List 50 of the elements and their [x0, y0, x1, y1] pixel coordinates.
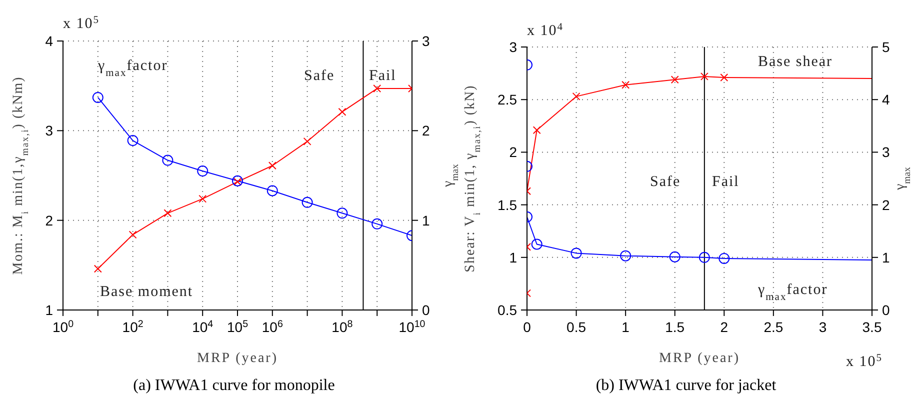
text: x 10$^{4}$	[527, 22, 564, 39]
x-tick-label: 2	[720, 319, 728, 335]
y-tick-label: 3	[45, 122, 54, 139]
y-tick-label: 1.5	[498, 196, 518, 213]
y2-tick-label: 0	[422, 302, 430, 318]
y2-tick-label: 1	[882, 249, 890, 266]
y2-tick-label: 2	[882, 196, 890, 213]
y2-tick-label: 4	[882, 92, 890, 108]
y-tick-label: 4	[45, 33, 54, 49]
y2-tick-label: 5	[882, 39, 890, 55]
x-tick-label: 10$^{6}$	[262, 318, 284, 335]
annotation: Fail	[369, 68, 396, 84]
annotation: γ$_{max}$factor	[757, 282, 828, 302]
annotation: Safe	[304, 68, 335, 84]
y-tick-label: 2.5	[498, 92, 518, 108]
x-tick-label: 10$^{2}$	[122, 318, 144, 335]
y-tick-label: 1	[509, 249, 518, 266]
y-tick-label: 3	[509, 39, 518, 55]
text: x 10$^{5}$	[63, 14, 100, 32]
x-tick-label: 10$^{4}$	[192, 318, 214, 335]
annotation: γ$_{max}$factor	[97, 58, 168, 78]
x-tick-label: 10$^{8}$	[332, 318, 354, 335]
x-tick-label: 10$^{0}$	[52, 318, 74, 335]
text: x 10$^{5}$	[846, 352, 882, 370]
x-tick-label: 1.5	[665, 319, 685, 335]
y2-tick-label: 1	[422, 212, 430, 228]
x-axis-title: MRP (year)	[659, 351, 740, 366]
text: (b) IWWA1 curve for jacket	[594, 377, 778, 395]
y-tick-label: 0.5	[498, 302, 518, 318]
x-tick-label: 10$^{5}$	[226, 318, 249, 335]
x-tick-label: 0	[523, 319, 532, 335]
annotation: Base moment	[100, 284, 194, 300]
x-tick-label: 2.5	[764, 319, 784, 335]
text: (a) IWWA1 curve for monopile	[132, 377, 336, 395]
annotation: Safe	[650, 174, 681, 190]
x-tick-label: 3.5	[862, 319, 882, 335]
annotation: Fail	[712, 174, 740, 190]
x-axis-title: MRP (year)	[197, 351, 278, 366]
annotation: Base shear	[758, 54, 833, 70]
y2-tick-label: 3	[422, 33, 430, 49]
x-tick-label: 1	[622, 319, 630, 335]
y-tick-label: 1	[45, 302, 54, 318]
x-tick-label: 0.5	[566, 319, 586, 335]
x-tick-label: 10$^{10}$	[398, 318, 426, 335]
x-tick-label: 3	[818, 319, 827, 335]
y2-tick-label: 0	[882, 302, 890, 318]
y-tick-label: 2	[45, 212, 54, 228]
y2-tick-label: 3	[882, 144, 890, 160]
y-tick-label: 2	[509, 144, 518, 160]
y2-tick-label: 2	[422, 122, 430, 139]
